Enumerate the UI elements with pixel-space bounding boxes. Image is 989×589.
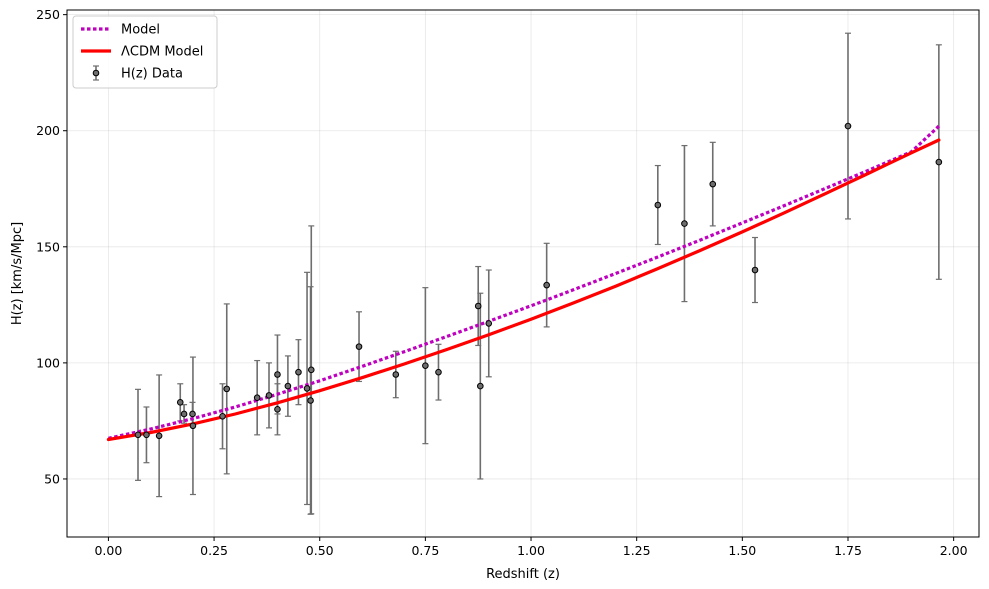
y-tick-label: 200 <box>36 123 60 138</box>
data-point <box>543 281 550 289</box>
data-point <box>422 362 429 369</box>
y-axis-label: H(z) [km/s/Mpc] <box>10 222 25 325</box>
data-point <box>935 158 943 166</box>
data-point <box>253 394 261 402</box>
data-point <box>477 382 484 390</box>
model-curve <box>108 124 940 440</box>
data-point <box>485 320 493 327</box>
legend-label: ΛCDM Model <box>121 45 203 60</box>
plot-frame <box>66 9 980 538</box>
x-tick-label: 1.00 <box>517 543 545 558</box>
data-point <box>307 397 314 404</box>
data-point <box>274 371 281 378</box>
data-point <box>474 302 482 310</box>
y-tick-label: 50 <box>44 471 60 486</box>
x-tick-label: 1.25 <box>623 543 651 558</box>
data-point <box>751 266 759 274</box>
data-point <box>435 368 442 376</box>
x-tick-label: 0.25 <box>200 543 228 558</box>
data-point <box>709 180 717 188</box>
y-tick-label: 250 <box>36 7 60 22</box>
data-point <box>681 220 688 227</box>
legend-data-marker <box>92 69 100 77</box>
data-point <box>189 422 197 430</box>
legend-label: Model <box>121 23 160 38</box>
x-tick-label: 0.50 <box>306 543 334 558</box>
data-point <box>844 122 852 130</box>
data-point <box>134 431 142 439</box>
x-tick-label: 1.50 <box>728 543 756 558</box>
data-point <box>176 399 184 406</box>
x-axis-label: Redshift (z) <box>486 567 560 582</box>
data-point <box>265 392 273 399</box>
data-point <box>274 406 281 413</box>
legend-label: H(z) Data <box>121 67 183 82</box>
data-point <box>284 382 292 390</box>
data-point <box>155 432 163 440</box>
data-point <box>654 201 662 209</box>
data-point <box>219 412 226 420</box>
data-point <box>189 410 196 418</box>
data-point <box>295 368 302 376</box>
x-tick-label: 0.75 <box>411 543 439 558</box>
lcdm-curve <box>106 138 941 442</box>
data-point <box>223 385 231 393</box>
y-tick-label: 150 <box>36 239 60 254</box>
legend-box <box>72 15 218 89</box>
data-point <box>180 410 188 418</box>
data-point <box>143 431 150 439</box>
data-point <box>303 385 311 392</box>
data-point <box>392 371 400 378</box>
x-tick-label: 0.00 <box>94 543 122 558</box>
plot-data <box>106 32 943 515</box>
ticks: 0.00 0.25 0.50 0.75 1.00 1.25 1.50 1.75 2.00 50 10… <box>36 7 967 558</box>
x-tick-label: 2.00 <box>940 543 968 558</box>
legend: Model ΛCDM Model H(z) Data <box>72 15 218 89</box>
y-tick-label: 100 <box>36 355 60 370</box>
data-point <box>307 366 315 374</box>
data-point <box>355 343 363 350</box>
x-tick-label: 1.75 <box>834 543 862 558</box>
